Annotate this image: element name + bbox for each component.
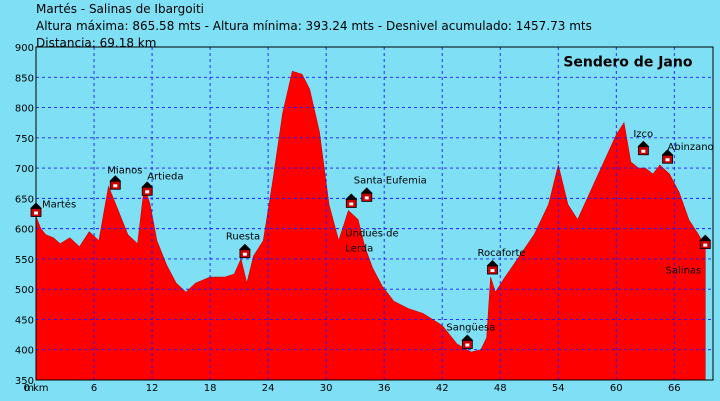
waypoint-roof-icon bbox=[345, 193, 358, 200]
x-tick-label: 30 bbox=[320, 383, 333, 394]
route-title: Martés - Salinas de Ibargoiti bbox=[36, 2, 204, 16]
y-tick-label: 650 bbox=[15, 194, 34, 205]
elevation-stats: Altura máxima: 865.58 mts - Altura mínim… bbox=[36, 19, 592, 33]
x-tick-label: 48 bbox=[494, 383, 507, 394]
y-tick-label: 800 bbox=[15, 104, 34, 115]
x-tick-label: 36 bbox=[378, 383, 391, 394]
y-tick-label: 400 bbox=[15, 346, 34, 357]
y-tick-label: 350 bbox=[15, 376, 34, 387]
waypoint-window-icon bbox=[703, 243, 708, 247]
y-tick-label: 750 bbox=[15, 134, 34, 145]
waypoint-label: Lerda bbox=[345, 243, 373, 254]
waypoint-roof-icon bbox=[699, 234, 712, 241]
x-tick-label: 42 bbox=[436, 383, 449, 394]
y-tick-label: 700 bbox=[15, 164, 34, 175]
waypoint-roof-icon bbox=[141, 181, 154, 188]
waypoint-roof-icon bbox=[30, 202, 42, 209]
elevation-area bbox=[35, 70, 706, 381]
waypoint-label: Martés bbox=[42, 199, 76, 211]
x-tick-label: 60 bbox=[610, 383, 623, 394]
x-tick-label: 12 bbox=[146, 383, 159, 394]
y-tick-label: 600 bbox=[15, 225, 34, 236]
waypoint-window-icon bbox=[641, 149, 646, 153]
waypoint-label: Salinas bbox=[666, 266, 702, 277]
waypoint-label: Undués de bbox=[345, 227, 398, 239]
x-tick-label: 54 bbox=[552, 383, 565, 394]
y-tick-label: 850 bbox=[15, 73, 34, 84]
waypoint-window-icon bbox=[113, 184, 118, 188]
waypoint-window-icon bbox=[145, 190, 150, 194]
waypoint-label: Santa Eufemia bbox=[354, 175, 427, 186]
waypoint-window-icon bbox=[242, 252, 247, 256]
waypoint-window-icon bbox=[490, 269, 495, 273]
waypoint-label: Mianos bbox=[107, 165, 142, 176]
waypoint-roof-icon bbox=[461, 334, 474, 341]
waypoint-window-icon bbox=[665, 158, 670, 162]
waypoint-window-icon bbox=[465, 343, 470, 347]
chart-title: Sendero de Jano bbox=[563, 54, 692, 70]
waypoint-window-icon bbox=[34, 211, 38, 215]
waypoint-label: Izco bbox=[633, 129, 653, 140]
waypoint-label: Abinzano bbox=[668, 142, 714, 153]
waypoint-roof-icon bbox=[238, 243, 251, 250]
y-tick-label: 450 bbox=[15, 315, 34, 326]
waypoint-roof-icon bbox=[109, 175, 122, 182]
x-tick-label: 0 km bbox=[23, 383, 48, 394]
waypoint-window-icon bbox=[349, 202, 354, 206]
x-tick-label: 18 bbox=[204, 383, 217, 394]
waypoint-roof-icon bbox=[637, 140, 650, 147]
waypoint-roof-icon bbox=[661, 149, 674, 156]
waypoint-window-icon bbox=[364, 196, 369, 200]
waypoint-label: Sangüesa bbox=[446, 323, 495, 334]
y-tick-label: 550 bbox=[15, 255, 34, 266]
x-tick-label: 66 bbox=[668, 383, 681, 394]
x-tick-label: 24 bbox=[262, 383, 275, 394]
x-tick-label: 6 bbox=[91, 383, 97, 394]
y-tick-label: 500 bbox=[15, 285, 34, 296]
y-tick-label: 900 bbox=[15, 43, 34, 54]
y-unit-label: m bbox=[24, 383, 34, 394]
waypoint-label: Ruesta bbox=[226, 232, 260, 243]
waypoint-label: Rocaforte bbox=[477, 248, 525, 259]
waypoint-roof-icon bbox=[360, 187, 373, 194]
waypoint-label: Artieda bbox=[147, 171, 183, 182]
waypoint-roof-icon bbox=[486, 260, 499, 267]
